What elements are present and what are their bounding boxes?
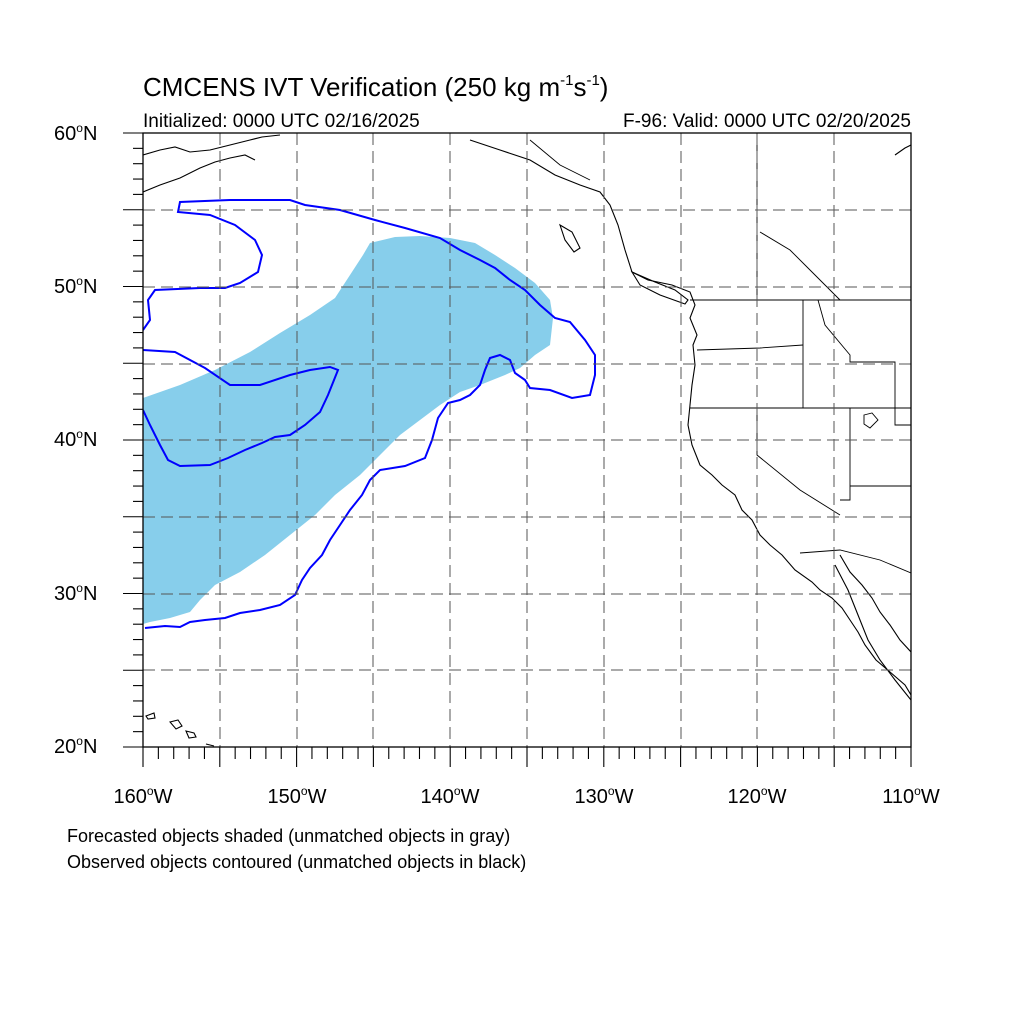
lat-label-50n: 50oN: [54, 274, 98, 298]
forecast-valid-time: F-96: Valid: 0000 UTC 02/20/2025: [623, 111, 911, 132]
coastline-baja-gulf: [839, 554, 911, 653]
border-wa-or: [696, 344, 804, 351]
hawaii-islands: [145, 712, 215, 747]
great-salt-lake: [863, 412, 879, 429]
lon-label-160w: 160oW: [113, 784, 173, 808]
initialized-time: Initialized: 0000 UTC 02/16/2025: [143, 111, 420, 132]
border-ca-nv: [756, 408, 841, 516]
map-gridlines: [143, 133, 911, 747]
lon-label-110w: 110oW: [882, 784, 940, 808]
coastline-alaska: [143, 134, 281, 156]
lon-label-120w: 120oW: [727, 784, 787, 808]
observed-contour-north: [143, 199, 596, 629]
border-bc-ab: [759, 231, 841, 301]
lon-label-140w: 140oW: [420, 784, 480, 808]
border-yukon: [529, 139, 591, 181]
lat-label-20n: 20oN: [54, 734, 98, 758]
coastline-alaska-south: [143, 154, 256, 193]
border-us-mexico: [799, 549, 911, 574]
lon-label-150w: 150oW: [267, 784, 327, 808]
border-montana: [817, 299, 911, 426]
axis-ticks: [123, 132, 912, 767]
lon-label-130w: 130oW: [574, 784, 634, 808]
coastline-mainland-mexico: [834, 564, 911, 701]
haida-gwaii: [559, 223, 581, 253]
forecast-ivt-object: [143, 236, 553, 624]
coastline-pacific-northwest: [469, 139, 911, 696]
chart-title: CMCENS IVT Verification (250 kg m-1s-1): [143, 72, 609, 102]
lat-label-40n: 40oN: [54, 427, 98, 451]
coastline-hudson-edge: [894, 144, 911, 156]
observed-contour-south: [143, 349, 340, 468]
legend-forecast: Forecasted objects shaded (unmatched obj…: [67, 826, 511, 846]
lat-label-60n: 60oN: [54, 121, 98, 145]
border-nv-ut: [840, 408, 851, 501]
lat-label-30n: 30oN: [54, 581, 98, 605]
vancouver-island: [630, 270, 689, 305]
legend-observed: Observed objects contoured (unmatched ob…: [67, 852, 527, 872]
